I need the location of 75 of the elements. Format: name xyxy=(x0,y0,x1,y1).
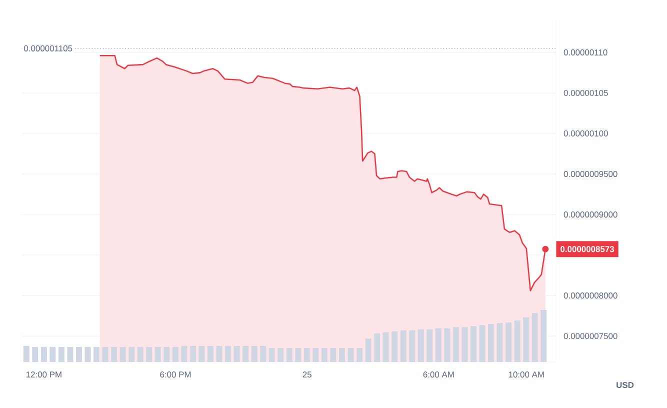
y-tick-label: 0.0000007500 xyxy=(564,333,618,340)
y-tick-label: 0.00000110 xyxy=(564,49,608,56)
x-tick-label: 25 xyxy=(302,372,312,378)
bar xyxy=(164,346,170,362)
bar xyxy=(84,346,91,362)
bar xyxy=(488,324,494,362)
bar xyxy=(23,346,30,362)
bar xyxy=(540,310,547,362)
bar xyxy=(435,328,442,362)
bar xyxy=(146,346,152,362)
bar xyxy=(120,346,126,362)
bar xyxy=(330,348,336,362)
x-tick-label: 10:00 AM xyxy=(508,372,544,378)
y-tick-label: 0.0000008000 xyxy=(564,292,618,299)
bar xyxy=(172,346,178,362)
bar xyxy=(40,346,47,362)
bar xyxy=(58,346,64,362)
bar xyxy=(400,330,406,362)
bar xyxy=(295,348,302,362)
bar xyxy=(137,346,144,362)
bar xyxy=(514,320,520,362)
bar xyxy=(94,346,100,362)
bar xyxy=(392,331,398,362)
y-tick-label: 0.0000009000 xyxy=(564,212,618,218)
bar xyxy=(418,329,424,362)
x-tick-label: 12:00 PM xyxy=(26,372,62,378)
bar xyxy=(312,348,319,362)
bar xyxy=(216,346,222,362)
bar xyxy=(382,332,389,362)
bar xyxy=(242,346,249,362)
ref-line-label: 0.000001105 xyxy=(24,45,72,52)
bar xyxy=(338,348,345,362)
bar xyxy=(304,348,310,362)
bar xyxy=(356,348,363,362)
bar xyxy=(321,348,328,362)
text: USD xyxy=(616,382,634,388)
bar xyxy=(225,346,232,362)
bar xyxy=(496,322,503,362)
bar xyxy=(532,313,538,362)
bar xyxy=(278,348,284,362)
bar xyxy=(102,346,108,362)
bar xyxy=(409,330,416,362)
bar xyxy=(462,327,468,362)
bar xyxy=(374,333,380,362)
bar xyxy=(506,322,512,362)
bar xyxy=(348,348,354,362)
bar xyxy=(234,346,240,362)
bar xyxy=(286,348,292,362)
bar xyxy=(190,346,196,362)
bar xyxy=(207,346,214,362)
bar xyxy=(67,346,74,362)
x-tick-label: 6:00 AM xyxy=(423,372,454,378)
bar xyxy=(251,346,258,362)
bar xyxy=(452,327,459,362)
bar xyxy=(444,328,450,362)
bar xyxy=(470,326,476,362)
bar xyxy=(128,346,135,362)
y-tick-label: 0.00000105 xyxy=(564,90,608,96)
bar xyxy=(181,346,188,362)
bar xyxy=(523,317,530,362)
y-tick-label: 0.0000009500 xyxy=(564,170,618,177)
bar xyxy=(479,325,486,362)
bar xyxy=(76,346,82,362)
bar xyxy=(32,346,38,362)
bar xyxy=(50,346,56,362)
bar xyxy=(111,346,118,362)
bar xyxy=(154,346,161,362)
y-tick-label: 0.00000100 xyxy=(564,130,608,136)
x-tick-label: 6:00 PM xyxy=(160,372,191,378)
bar xyxy=(268,348,275,362)
data-label: 0.0000008573 xyxy=(560,246,614,252)
bar xyxy=(426,329,433,362)
bar xyxy=(260,346,266,362)
bar xyxy=(198,346,205,362)
bar xyxy=(365,338,372,362)
